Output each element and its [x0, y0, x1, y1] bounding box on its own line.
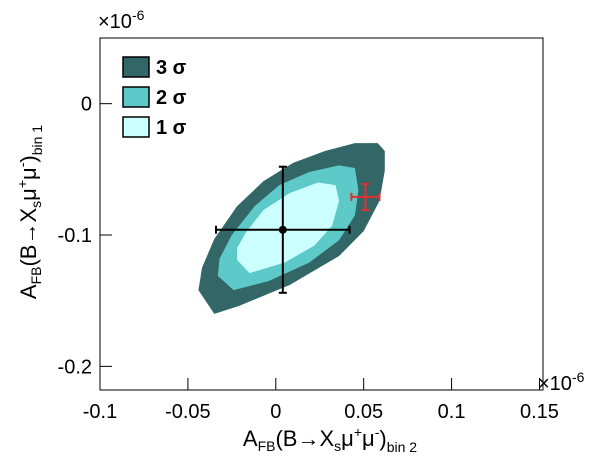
- t: +: [354, 424, 362, 440]
- y-tick-label: -0.1: [58, 225, 92, 247]
- t: -6: [572, 369, 585, 385]
- t: (B→X: [275, 426, 334, 451]
- t: (B→X: [16, 208, 41, 267]
- x-multiplier: ×10-6: [538, 369, 585, 395]
- legend-label: 2 σ: [156, 87, 187, 109]
- t: +: [14, 180, 30, 188]
- x-axis-title: AFB(B→Xsμ+μ-)bin 2: [243, 424, 417, 455]
- t: μ: [362, 426, 375, 451]
- t: ): [379, 426, 386, 451]
- legend-label: 1 σ: [156, 117, 187, 139]
- t: μ: [16, 188, 41, 201]
- legend-label: 3 σ: [156, 57, 187, 79]
- t: -: [14, 162, 30, 167]
- t: -: [375, 424, 380, 440]
- t: FB: [28, 267, 44, 285]
- x-tick-label: 0: [270, 401, 281, 423]
- legend-swatch: [122, 116, 150, 138]
- t: -6: [132, 7, 145, 23]
- legend: 3 σ 2 σ 1 σ: [122, 56, 187, 139]
- t: A: [16, 284, 41, 299]
- x-tick-label: 0.1: [438, 401, 466, 423]
- t: ): [16, 155, 41, 162]
- t: μ: [16, 167, 41, 180]
- legend-swatch: [122, 86, 150, 108]
- ticks: -0.1 -0.05 0 0.05 0.1 0.15 0 -0.1 -0.2: [58, 94, 559, 423]
- points: [215, 165, 381, 294]
- t: bin 2: [387, 439, 418, 455]
- plot-border: [99, 37, 544, 391]
- x-tick-label: 0.05: [344, 401, 383, 423]
- x-tick-label: -0.05: [165, 401, 211, 423]
- regions: [198, 143, 385, 314]
- y-tick-label: -0.2: [58, 356, 92, 378]
- x-tick-label: -0.1: [83, 401, 117, 423]
- x-tick-label: 0.15: [520, 401, 559, 423]
- y-axis-title: AFB(B→Xsμ+μ-)bin 1: [14, 125, 45, 299]
- t: s: [28, 201, 44, 208]
- confidence-region: [237, 182, 340, 274]
- t: ×10: [98, 11, 132, 33]
- t: μ: [341, 426, 354, 451]
- t: FB: [258, 438, 276, 454]
- t: s: [334, 438, 341, 454]
- t: bin 1: [29, 125, 45, 156]
- y-multiplier: ×10-6: [98, 7, 145, 33]
- point: [278, 225, 287, 234]
- y-tick-label: 0: [81, 94, 92, 116]
- legend-swatch: [122, 56, 150, 78]
- t: ×10: [538, 373, 572, 395]
- t: A: [243, 426, 258, 451]
